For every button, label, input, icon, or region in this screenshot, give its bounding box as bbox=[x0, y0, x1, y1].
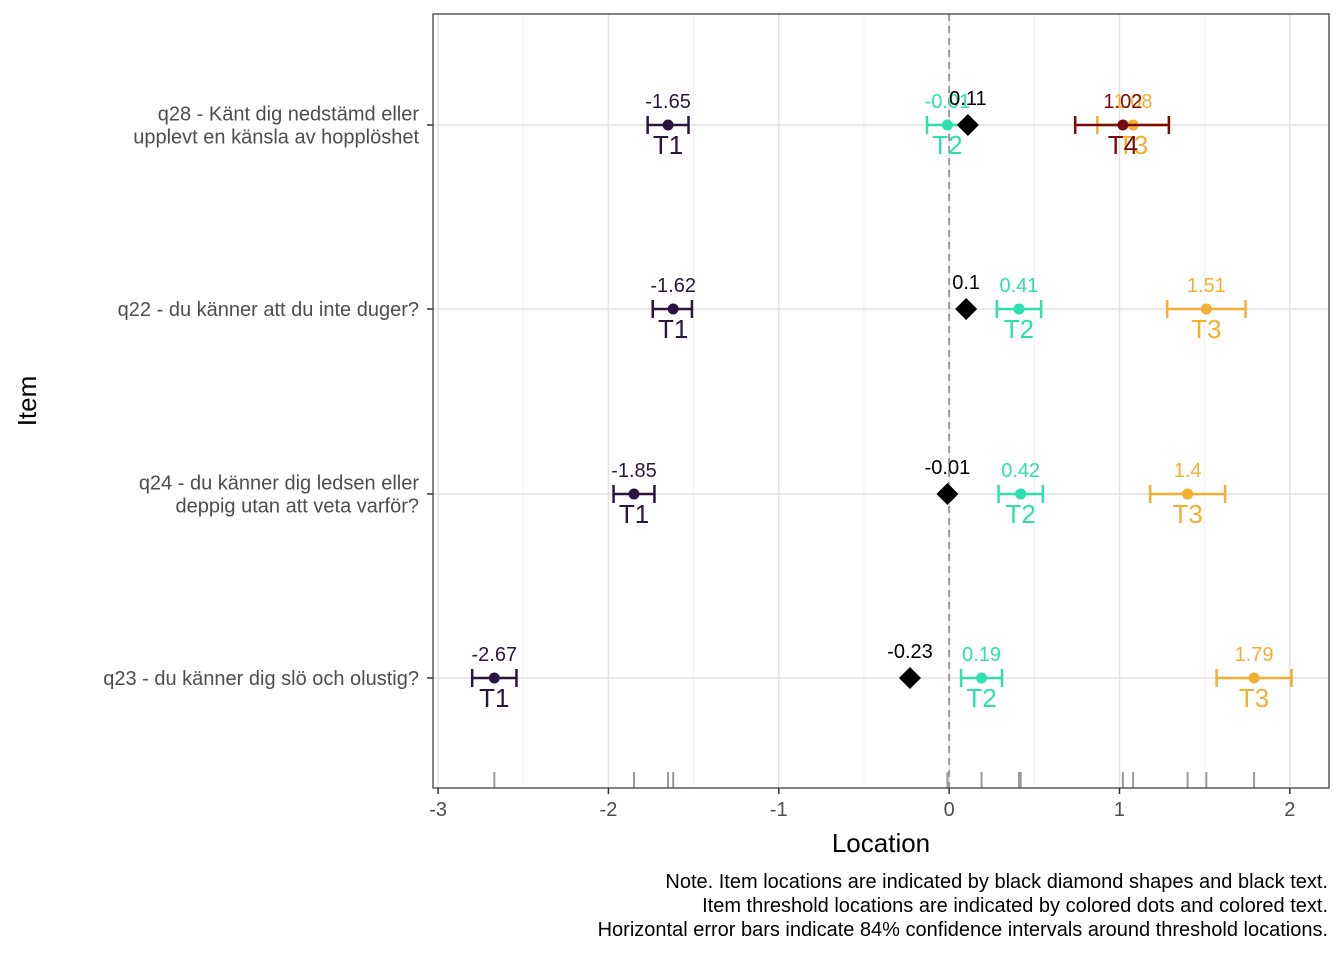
y-tick-label-line: q23 - du känner dig slö och olustig? bbox=[103, 668, 419, 690]
threshold-dot bbox=[976, 672, 988, 684]
threshold-name-label: T4 bbox=[1108, 130, 1138, 160]
threshold-value-label: 1.79 bbox=[1235, 644, 1274, 666]
threshold-value-label: 1.4 bbox=[1174, 460, 1202, 482]
item-location-label: -0.01 bbox=[925, 457, 971, 479]
chart-marks: -1.65 T1 -0.01 T2 1.08 T3 1.02 T4 0.11 -1.62 T1 0.4… bbox=[470, 88, 1293, 713]
y-axis-title: Item bbox=[12, 376, 42, 427]
threshold-name-label: T3 bbox=[1172, 499, 1202, 529]
item-location-diamond bbox=[898, 667, 921, 689]
threshold-t3: 1.4 T3 bbox=[1148, 460, 1227, 529]
x-tick-label: -1 bbox=[770, 799, 788, 821]
y-tick-label-line: upplevt en känsla av hopplöshet bbox=[133, 127, 419, 149]
item-group: -1.65 T1 -0.01 T2 1.08 T3 1.02 T4 0.11 bbox=[645, 88, 1171, 160]
threshold-dot bbox=[488, 672, 500, 684]
threshold-value-label: -2.67 bbox=[472, 644, 518, 666]
threshold-name-label: T2 bbox=[1004, 314, 1034, 344]
y-axis: q28 - Känt dig nedstämd eller upplevt en … bbox=[103, 104, 433, 690]
chart: -1.65T1-0.01T21.08T31.02T40.11-1.62T10.4… bbox=[12, 13, 1330, 858]
chart-note: Note. Item locations are indicated by bl… bbox=[598, 870, 1328, 942]
threshold-t1: -2.67 T1 bbox=[470, 644, 518, 713]
threshold-dot bbox=[662, 119, 674, 131]
note-line-3: Horizontal error bars indicate 84% confi… bbox=[597, 919, 1328, 941]
threshold-value-label: -1.85 bbox=[611, 460, 657, 482]
threshold-dot bbox=[941, 119, 953, 131]
y-tick-label: q22 - du känner att du inte duger? bbox=[118, 299, 419, 321]
threshold-value-label: 0.42 bbox=[1001, 460, 1040, 482]
y-tick-label: q24 - du känner dig ledsen eller deppig u… bbox=[139, 473, 420, 518]
threshold-name-label: T2 bbox=[1006, 499, 1036, 529]
plot-panel bbox=[433, 14, 1329, 788]
item-location-diamond bbox=[956, 114, 979, 136]
x-tick-label: 0 bbox=[944, 799, 955, 821]
x-tick-label: 2 bbox=[1284, 799, 1295, 821]
threshold-name-label: T1 bbox=[479, 683, 509, 713]
x-tick-label: -2 bbox=[600, 799, 618, 821]
threshold-value-label: 0.19 bbox=[962, 644, 1001, 666]
threshold-dot bbox=[1015, 488, 1027, 500]
threshold-name-label: T2 bbox=[932, 130, 962, 160]
y-tick-label-line: deppig utan att veta varför? bbox=[176, 496, 420, 518]
threshold-t2: 0.19 T2 bbox=[959, 644, 1004, 713]
threshold-value-label: -0.01 bbox=[925, 91, 971, 113]
plot-border bbox=[432, 13, 1330, 789]
threshold-t2: 0.41 T2 bbox=[995, 275, 1043, 344]
threshold-dot bbox=[628, 488, 640, 500]
x-axis: -3 -2 -1 0 1 2 bbox=[429, 788, 1295, 821]
item-group: -2.67 T1 0.19 T2 1.79 T3 -0.23 bbox=[470, 641, 1293, 713]
threshold-value-label: 1.02 bbox=[1103, 91, 1142, 113]
threshold-t2: -0.01 T2 bbox=[925, 91, 971, 160]
x-axis-title: Location bbox=[832, 828, 930, 858]
threshold-value-label: 1.08 bbox=[1114, 91, 1153, 113]
threshold-value-label: 0.41 bbox=[1000, 275, 1039, 297]
threshold-value-label: -1.65 bbox=[645, 91, 691, 113]
y-tick-label-line: q22 - du känner att du inte duger? bbox=[118, 299, 419, 321]
threshold-name-label: T3 bbox=[1239, 683, 1269, 713]
note-line-2: Item threshold locations are indicated b… bbox=[702, 895, 1328, 917]
threshold-t1: -1.85 T1 bbox=[611, 460, 657, 529]
threshold-value-label: -1.62 bbox=[650, 275, 696, 297]
threshold-name-label: T3 bbox=[1191, 314, 1221, 344]
threshold-t2: 0.42 T2 bbox=[997, 460, 1045, 529]
threshold-t3: 1.79 T3 bbox=[1215, 644, 1293, 713]
y-tick-label: q28 - Känt dig nedstämd eller upplevt en … bbox=[133, 104, 419, 149]
item-location-diamond bbox=[936, 483, 959, 505]
threshold-dot bbox=[1013, 303, 1025, 315]
x-tick-label: -3 bbox=[429, 799, 447, 821]
threshold-dot bbox=[1117, 119, 1129, 131]
threshold-name-label: T2 bbox=[966, 683, 996, 713]
threshold-name-label: T3 bbox=[1118, 130, 1148, 160]
threshold-name-label: T1 bbox=[653, 130, 683, 160]
threshold-name-label: T1 bbox=[658, 314, 688, 344]
threshold-dot bbox=[1248, 672, 1260, 684]
threshold-t3: 1.51 T3 bbox=[1165, 275, 1247, 344]
item-location-label: -0.23 bbox=[887, 641, 933, 663]
threshold-name-label: T1 bbox=[619, 499, 649, 529]
y-tick-label-line: q24 - du känner dig ledsen eller bbox=[139, 473, 420, 495]
threshold-value-label: 1.51 bbox=[1187, 275, 1226, 297]
threshold-t4: 1.02 T4 bbox=[1073, 91, 1171, 160]
x-tick-label: 1 bbox=[1114, 799, 1125, 821]
threshold-dot bbox=[1200, 303, 1212, 315]
item-location-label: 0.1 bbox=[952, 272, 980, 294]
threshold-dot bbox=[1182, 488, 1194, 500]
item-location-label: 0.11 bbox=[949, 88, 986, 110]
y-tick-label-line: q28 - Känt dig nedstämd eller bbox=[158, 104, 420, 126]
threshold-t1: -1.65 T1 bbox=[645, 91, 691, 160]
item-group: -1.62 T1 0.41 T2 1.51 T3 0.1 bbox=[650, 272, 1247, 344]
item-location-diamond bbox=[955, 298, 978, 320]
item-group: -1.85 T1 0.42 T2 1.4 T3 -0.01 bbox=[611, 457, 1227, 529]
threshold-t1: -1.62 T1 bbox=[650, 275, 696, 344]
note-line-1: Note. Item locations are indicated by bl… bbox=[665, 871, 1328, 893]
y-tick-label: q23 - du känner dig slö och olustig? bbox=[103, 668, 419, 690]
rug-ticks bbox=[493, 772, 1256, 788]
threshold-dot bbox=[667, 303, 679, 315]
